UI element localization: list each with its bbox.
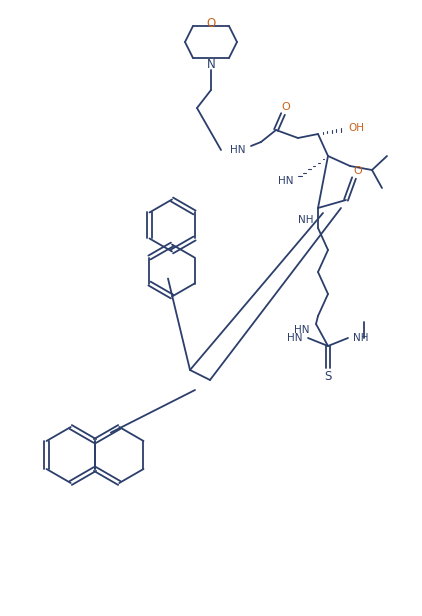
Text: O: O [281,102,290,112]
Text: HN: HN [294,325,310,335]
Text: O: O [354,166,362,176]
Text: HN: HN [230,145,246,155]
Text: NH: NH [353,333,369,343]
Text: NH: NH [298,215,314,225]
Text: N: N [207,57,215,70]
Text: O: O [206,17,216,30]
Text: HN: HN [278,176,294,186]
Text: OH: OH [348,123,364,133]
Text: S: S [325,370,332,383]
Text: HN: HN [287,333,303,343]
